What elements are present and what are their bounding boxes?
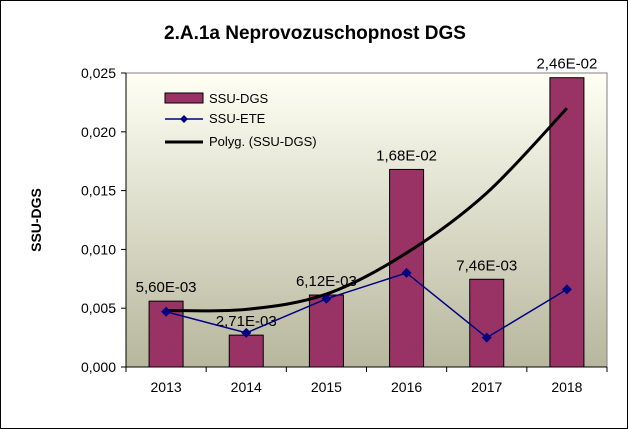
bar-data-label: 5,60E-03 bbox=[136, 279, 197, 296]
bar-data-label: 2,46E-02 bbox=[536, 56, 597, 73]
trendline bbox=[166, 107, 569, 313]
bar bbox=[308, 294, 344, 368]
bar-data-label: 6,12E-03 bbox=[296, 273, 357, 290]
line-series bbox=[161, 267, 572, 343]
x-tick-label: 2018 bbox=[551, 379, 582, 395]
legend: SSU-DGS SSU-ETE Polyg. (SSU-DGS) bbox=[164, 91, 317, 149]
ete-marker bbox=[161, 306, 172, 317]
bar bbox=[549, 77, 585, 368]
x-tick-label: 2013 bbox=[151, 379, 182, 395]
trendline-series bbox=[166, 107, 569, 313]
bar-series bbox=[148, 77, 585, 368]
x-tick-label: 2017 bbox=[471, 379, 502, 395]
x-tick-label: 2014 bbox=[231, 379, 262, 395]
x-axis: 2013 2014 2015 2016 2017 2018 bbox=[125, 366, 608, 395]
y-axis: 0,000 0,005 0,010 0,015 0,020 0,025 bbox=[81, 65, 127, 375]
bar bbox=[228, 334, 264, 368]
y-tick-label: 0,025 bbox=[81, 65, 116, 81]
y-axis-label: SSU-DGS bbox=[28, 188, 44, 252]
y-tick-label: 0,015 bbox=[81, 183, 116, 199]
legend-label-ssu-ete: SSU-ETE bbox=[209, 111, 266, 126]
data-labels: 5,60E-032,71E-036,12E-031,68E-027,46E-03… bbox=[136, 56, 598, 330]
legend-label-ssu-dgs: SSU-DGS bbox=[209, 91, 269, 106]
legend-marker-ssu-ete bbox=[180, 115, 188, 123]
ete-marker bbox=[481, 332, 492, 343]
y-tick-label: 0,005 bbox=[81, 300, 116, 316]
ete-marker bbox=[241, 327, 252, 338]
legend-label-trend: Polyg. (SSU-DGS) bbox=[209, 134, 317, 149]
bar bbox=[469, 278, 505, 368]
bar-data-label: 7,46E-03 bbox=[456, 257, 517, 274]
ete-marker bbox=[401, 267, 412, 278]
chart-title: 2.A.1a Neprovozuschopnost DGS bbox=[164, 23, 466, 44]
x-tick-label: 2016 bbox=[391, 379, 422, 395]
y-tick-label: 0,010 bbox=[81, 241, 116, 257]
x-tick-label: 2015 bbox=[311, 379, 342, 395]
ete-marker bbox=[561, 284, 572, 295]
plot-area bbox=[125, 72, 608, 368]
ete-marker bbox=[321, 293, 332, 304]
ete-line bbox=[165, 272, 568, 339]
legend-swatch-ssu-dgs bbox=[164, 92, 204, 104]
bar-data-label: 1,68E-02 bbox=[376, 147, 437, 164]
y-tick-label: 0,000 bbox=[81, 359, 116, 375]
y-tick-label: 0,020 bbox=[81, 124, 116, 140]
